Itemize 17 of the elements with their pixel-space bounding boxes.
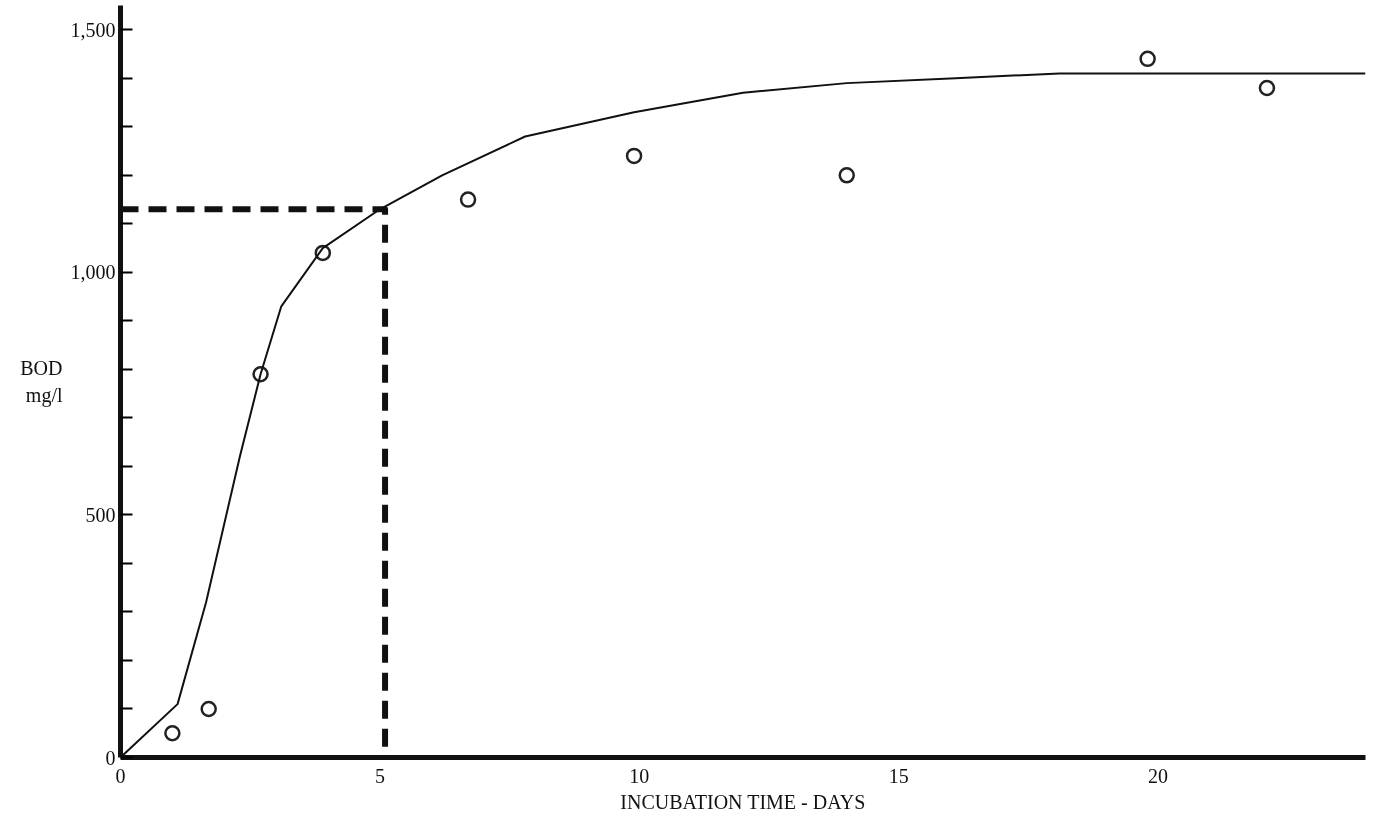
- point: [1139, 50, 1156, 68]
- y-tick-label: 500: [85, 503, 116, 526]
- point: [838, 167, 855, 184]
- y-tick-label: 0: [105, 746, 116, 769]
- point: [1258, 79, 1276, 97]
- y-tick-label: 1,000: [70, 261, 116, 284]
- x-tick-label: 20: [1148, 764, 1168, 787]
- y-axis-title: BOD mg/l: [20, 357, 63, 407]
- point: [625, 147, 643, 165]
- x-axis-title: INCUBATION TIME - DAYS: [620, 790, 866, 813]
- y-tick-label: 1,500: [70, 18, 116, 41]
- point: [164, 725, 181, 742]
- x-tick-label: 15: [888, 764, 909, 787]
- point: [459, 191, 477, 208]
- x-tick-label: 5: [374, 764, 385, 787]
- point: [200, 700, 217, 718]
- x-tick-label: 10: [629, 764, 650, 787]
